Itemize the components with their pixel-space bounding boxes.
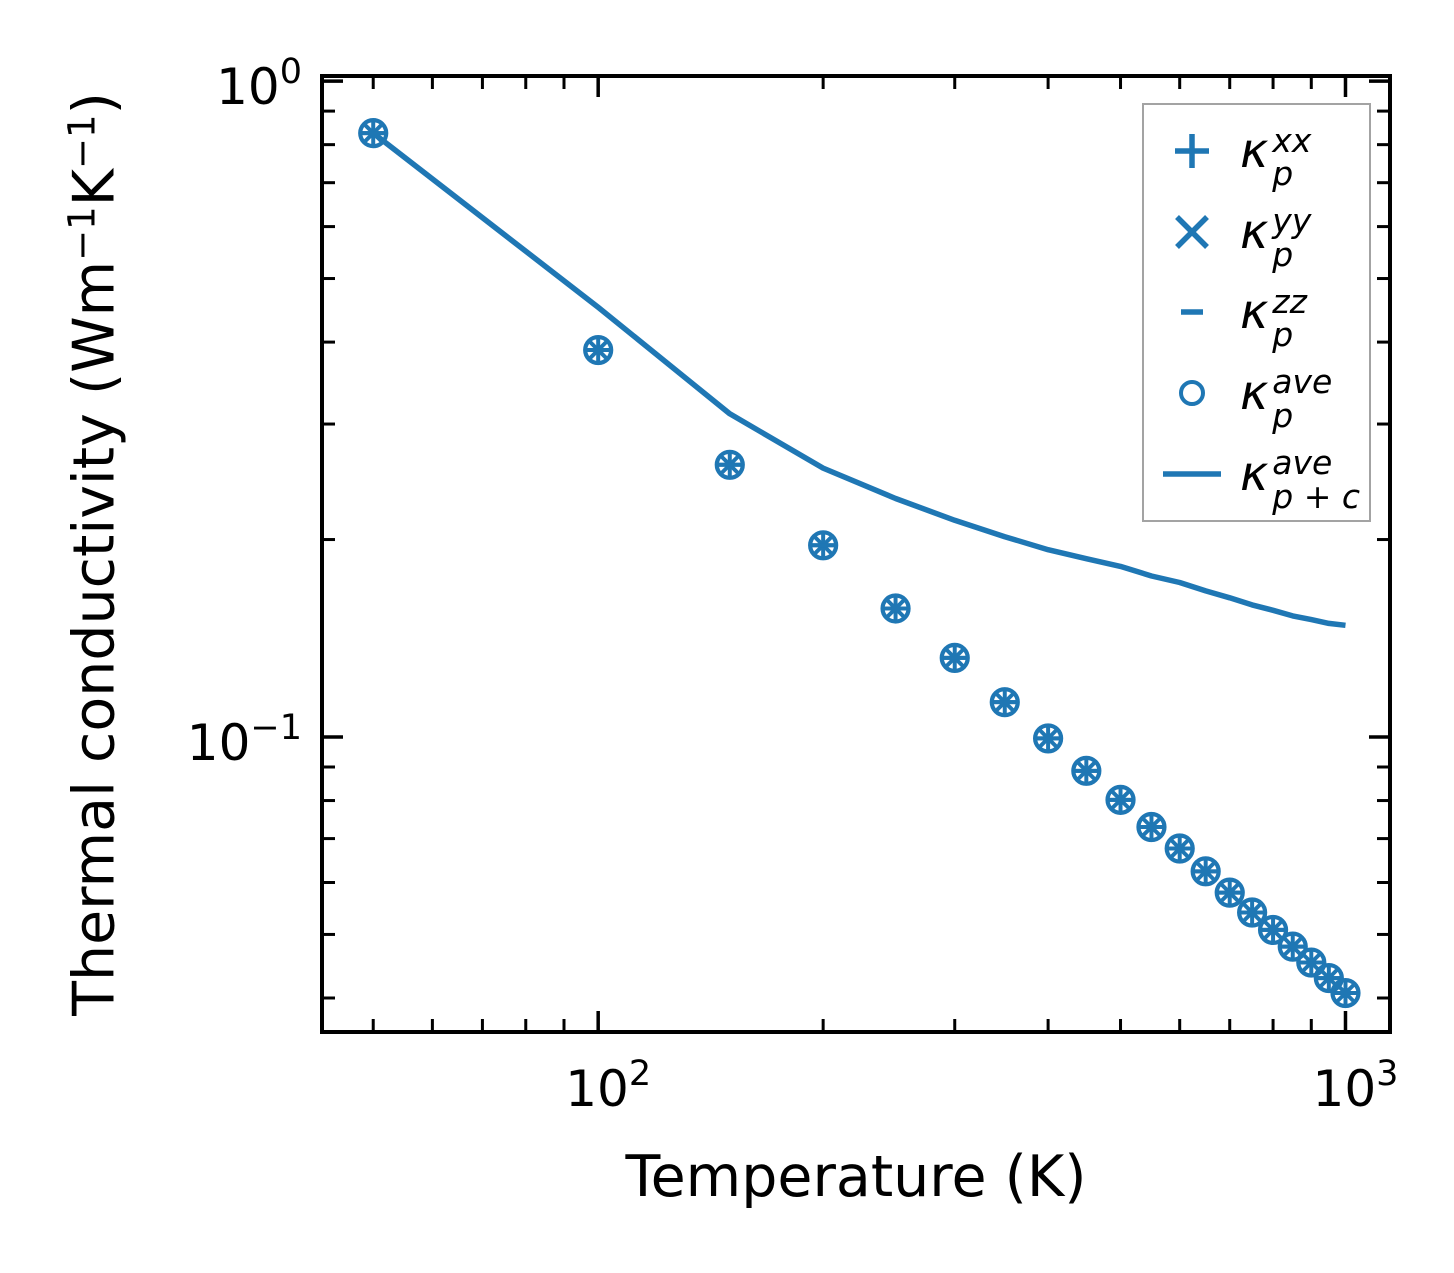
legend-plus-icon	[1175, 134, 1209, 169]
kappa-p-plus-c-ave-line	[371, 130, 1346, 629]
legend-label-kappa-p-yy: κ yy p	[1240, 198, 1312, 271]
data-point-marker	[583, 334, 614, 366]
series-kappa-p-zz-markers	[359, 131, 1359, 996]
legend-item-kappa-p-xx: κ xx p	[1144, 118, 1369, 190]
legend-label-superscript: ave	[1272, 362, 1333, 402]
legend-item-kappa-p-plus-c-ave: κ ave p + c	[1144, 440, 1369, 513]
kappa-symbol: κ	[1240, 203, 1269, 260]
kappa-symbol: κ	[1240, 365, 1269, 422]
data-point-marker	[808, 530, 839, 561]
data-point-marker	[1071, 755, 1102, 786]
x-tick-label-10e3: 103	[1313, 1054, 1399, 1118]
data-point-marker	[1257, 914, 1289, 946]
data-point-marker	[714, 449, 745, 480]
ticks	[324, 78, 1388, 1030]
y-axis-label: Thermal conductivity (Wm−1K−1)	[61, 92, 128, 1016]
legend-label-kappa-p-plus-c-ave: κ ave p + c	[1240, 440, 1360, 513]
y-axis-label-text: Thermal conductivity (Wm	[61, 260, 128, 1016]
legend-label-subscript: p	[1272, 234, 1294, 274]
y-axis-label-text: )	[61, 92, 128, 115]
legend-label-kappa-p-zz: κ zz p	[1240, 279, 1307, 352]
data-point-marker	[1313, 962, 1344, 994]
kappa-symbol: κ	[1240, 445, 1269, 502]
legend-circle-icon	[1179, 380, 1205, 407]
y-axis-label-superscript: −1	[60, 206, 104, 261]
x-tick-label-10e2: 102	[565, 1054, 651, 1118]
data-point-marker	[939, 642, 970, 674]
y-axis-label-superscript: −1	[60, 114, 104, 169]
data-point-marker	[1237, 897, 1268, 928]
y-axis-label-text: K	[61, 168, 128, 207]
data-point-marker	[1033, 723, 1064, 754]
data-point-marker	[1105, 784, 1136, 815]
legend-dash-icon	[1181, 309, 1203, 316]
legend-label-superscript: xx	[1272, 120, 1312, 160]
data-point-marker	[989, 687, 1020, 718]
legend-marker-cell	[1144, 204, 1240, 260]
kappa-symbol: κ	[1240, 284, 1269, 341]
data-point-marker	[880, 593, 911, 624]
axes-spines	[320, 74, 1392, 1034]
legend-x-icon	[1175, 214, 1209, 249]
legend-item-kappa-p-zz: κ zz p	[1144, 279, 1369, 352]
legend-label-subscript: p	[1272, 396, 1294, 436]
x-axis-label: Temperature (K)	[625, 1144, 1087, 1210]
legend-marker-cell	[1144, 123, 1240, 179]
data-point-marker	[1277, 931, 1308, 962]
legend-marker-cell	[1144, 446, 1240, 502]
data-point-marker	[1136, 811, 1167, 843]
legend-item-kappa-p-ave: κ ave p	[1144, 359, 1369, 432]
legend-label-kappa-p-xx: κ xx p	[1240, 118, 1312, 190]
legend-label-superscript: ave	[1272, 443, 1333, 483]
legend-label-subscript: p	[1272, 154, 1294, 194]
kappa-symbol: κ	[1240, 123, 1269, 180]
data-point-marker	[358, 118, 389, 149]
legend-label-subscript: p	[1272, 315, 1294, 355]
legend: κ xx p κ yy p κ zz p κ ave p κ ave p + c	[1142, 103, 1371, 522]
legend-label-superscript: zz	[1272, 281, 1307, 321]
legend-marker-cell	[1144, 365, 1240, 421]
data-point-marker	[1164, 833, 1195, 864]
data-point-marker	[1296, 947, 1327, 978]
series-kappa-p-ave-markers	[358, 118, 1361, 1009]
y-tick-label-10e−1: 10−1	[187, 708, 302, 772]
legend-item-kappa-p-yy: κ yy p	[1144, 198, 1369, 271]
legend-label-kappa-p-ave: κ ave p	[1240, 359, 1333, 432]
data-point-marker	[1190, 856, 1221, 887]
legend-marker-cell	[1144, 284, 1240, 340]
y-tick-label-10e0: 100	[216, 52, 302, 116]
data-point-marker	[1330, 977, 1361, 1009]
legend-line-icon	[1163, 470, 1221, 477]
data-point-marker	[1214, 877, 1245, 908]
legend-label-superscript: yy	[1272, 201, 1312, 241]
legend-label-subscript: p + c	[1272, 476, 1361, 516]
